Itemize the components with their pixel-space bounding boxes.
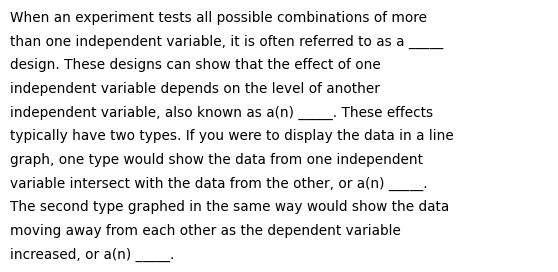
Text: design. These designs can show that the effect of one: design. These designs can show that the … xyxy=(10,58,381,72)
Text: graph, one type would show the data from one independent: graph, one type would show the data from… xyxy=(10,153,423,167)
Text: increased, or a(n) _____.: increased, or a(n) _____. xyxy=(10,248,175,262)
Text: moving away from each other as the dependent variable: moving away from each other as the depen… xyxy=(10,224,401,238)
Text: variable intersect with the data from the other, or a(n) _____.: variable intersect with the data from th… xyxy=(10,177,427,191)
Text: independent variable, also known as a(n) _____. These effects: independent variable, also known as a(n)… xyxy=(10,106,433,120)
Text: When an experiment tests all possible combinations of more: When an experiment tests all possible co… xyxy=(10,11,427,25)
Text: than one independent variable, it is often referred to as a _____: than one independent variable, it is oft… xyxy=(10,35,443,49)
Text: typically have two types. If you were to display the data in a line: typically have two types. If you were to… xyxy=(10,129,454,143)
Text: The second type graphed in the same way would show the data: The second type graphed in the same way … xyxy=(10,200,449,214)
Text: independent variable depends on the level of another: independent variable depends on the leve… xyxy=(10,82,380,96)
